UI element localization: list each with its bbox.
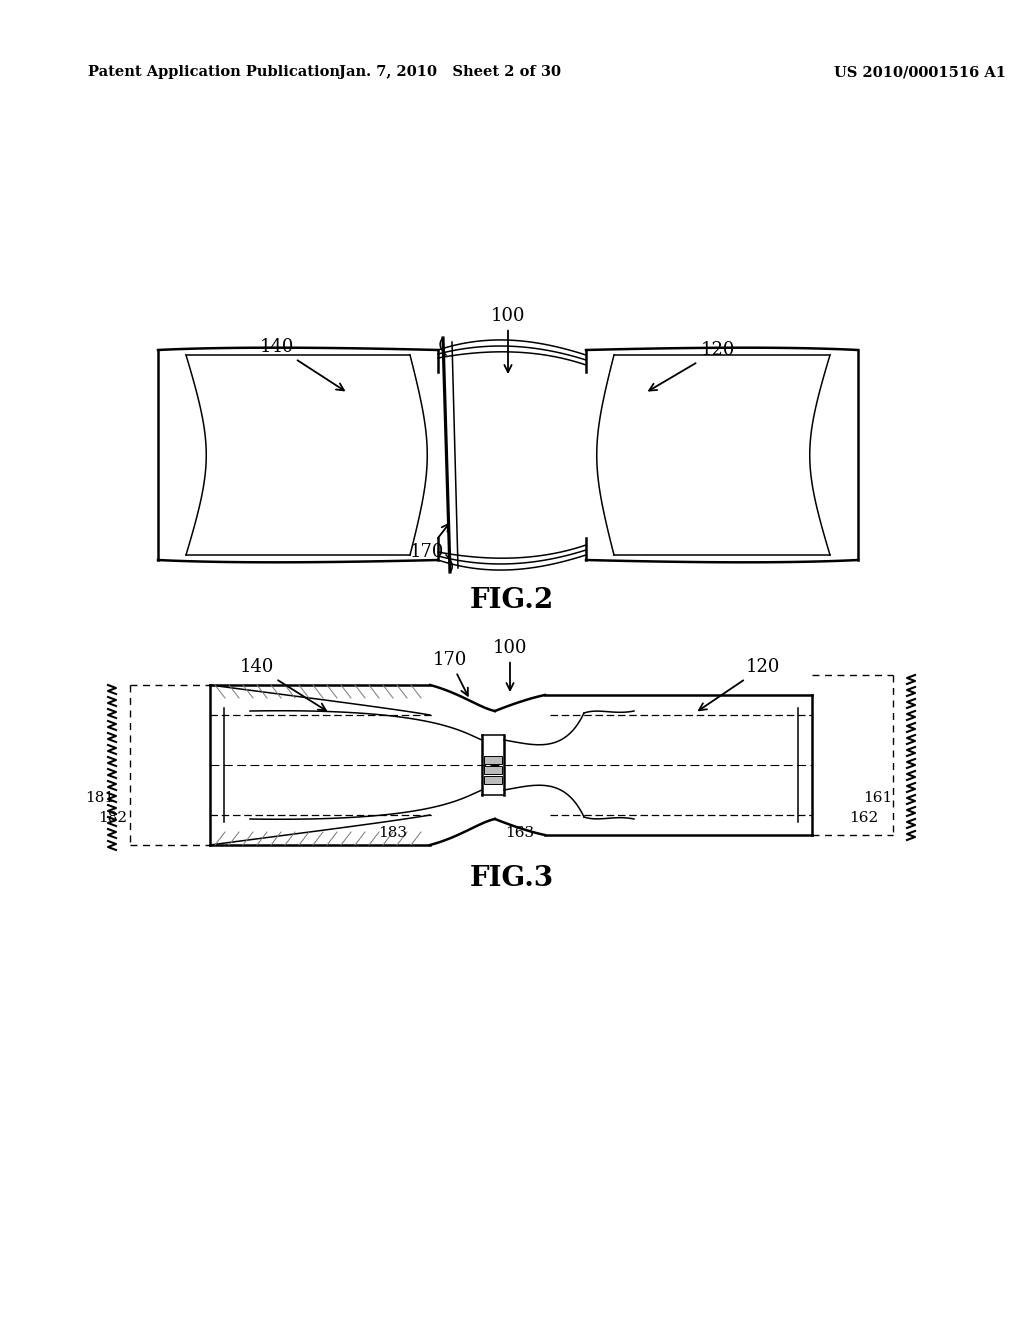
- Text: 163: 163: [506, 826, 535, 840]
- Text: FIG.2: FIG.2: [470, 586, 554, 614]
- Text: US 2010/0001516 A1: US 2010/0001516 A1: [834, 65, 1006, 79]
- Text: 182: 182: [98, 810, 128, 825]
- FancyBboxPatch shape: [484, 776, 502, 784]
- Text: 170: 170: [410, 524, 450, 561]
- Text: FIG.3: FIG.3: [470, 865, 554, 891]
- Text: 140: 140: [260, 338, 344, 391]
- FancyBboxPatch shape: [484, 766, 502, 774]
- Text: 100: 100: [493, 639, 527, 690]
- Text: 161: 161: [863, 791, 893, 805]
- Text: Jan. 7, 2010   Sheet 2 of 30: Jan. 7, 2010 Sheet 2 of 30: [339, 65, 561, 79]
- Text: 162: 162: [849, 810, 879, 825]
- Text: 120: 120: [649, 341, 735, 391]
- FancyBboxPatch shape: [484, 756, 502, 764]
- Text: 181: 181: [85, 791, 115, 805]
- Text: 140: 140: [240, 657, 326, 710]
- Text: 183: 183: [379, 826, 408, 840]
- Text: Patent Application Publication: Patent Application Publication: [88, 65, 340, 79]
- Text: 120: 120: [699, 657, 780, 710]
- Text: 100: 100: [490, 308, 525, 372]
- Text: 170: 170: [433, 651, 468, 696]
